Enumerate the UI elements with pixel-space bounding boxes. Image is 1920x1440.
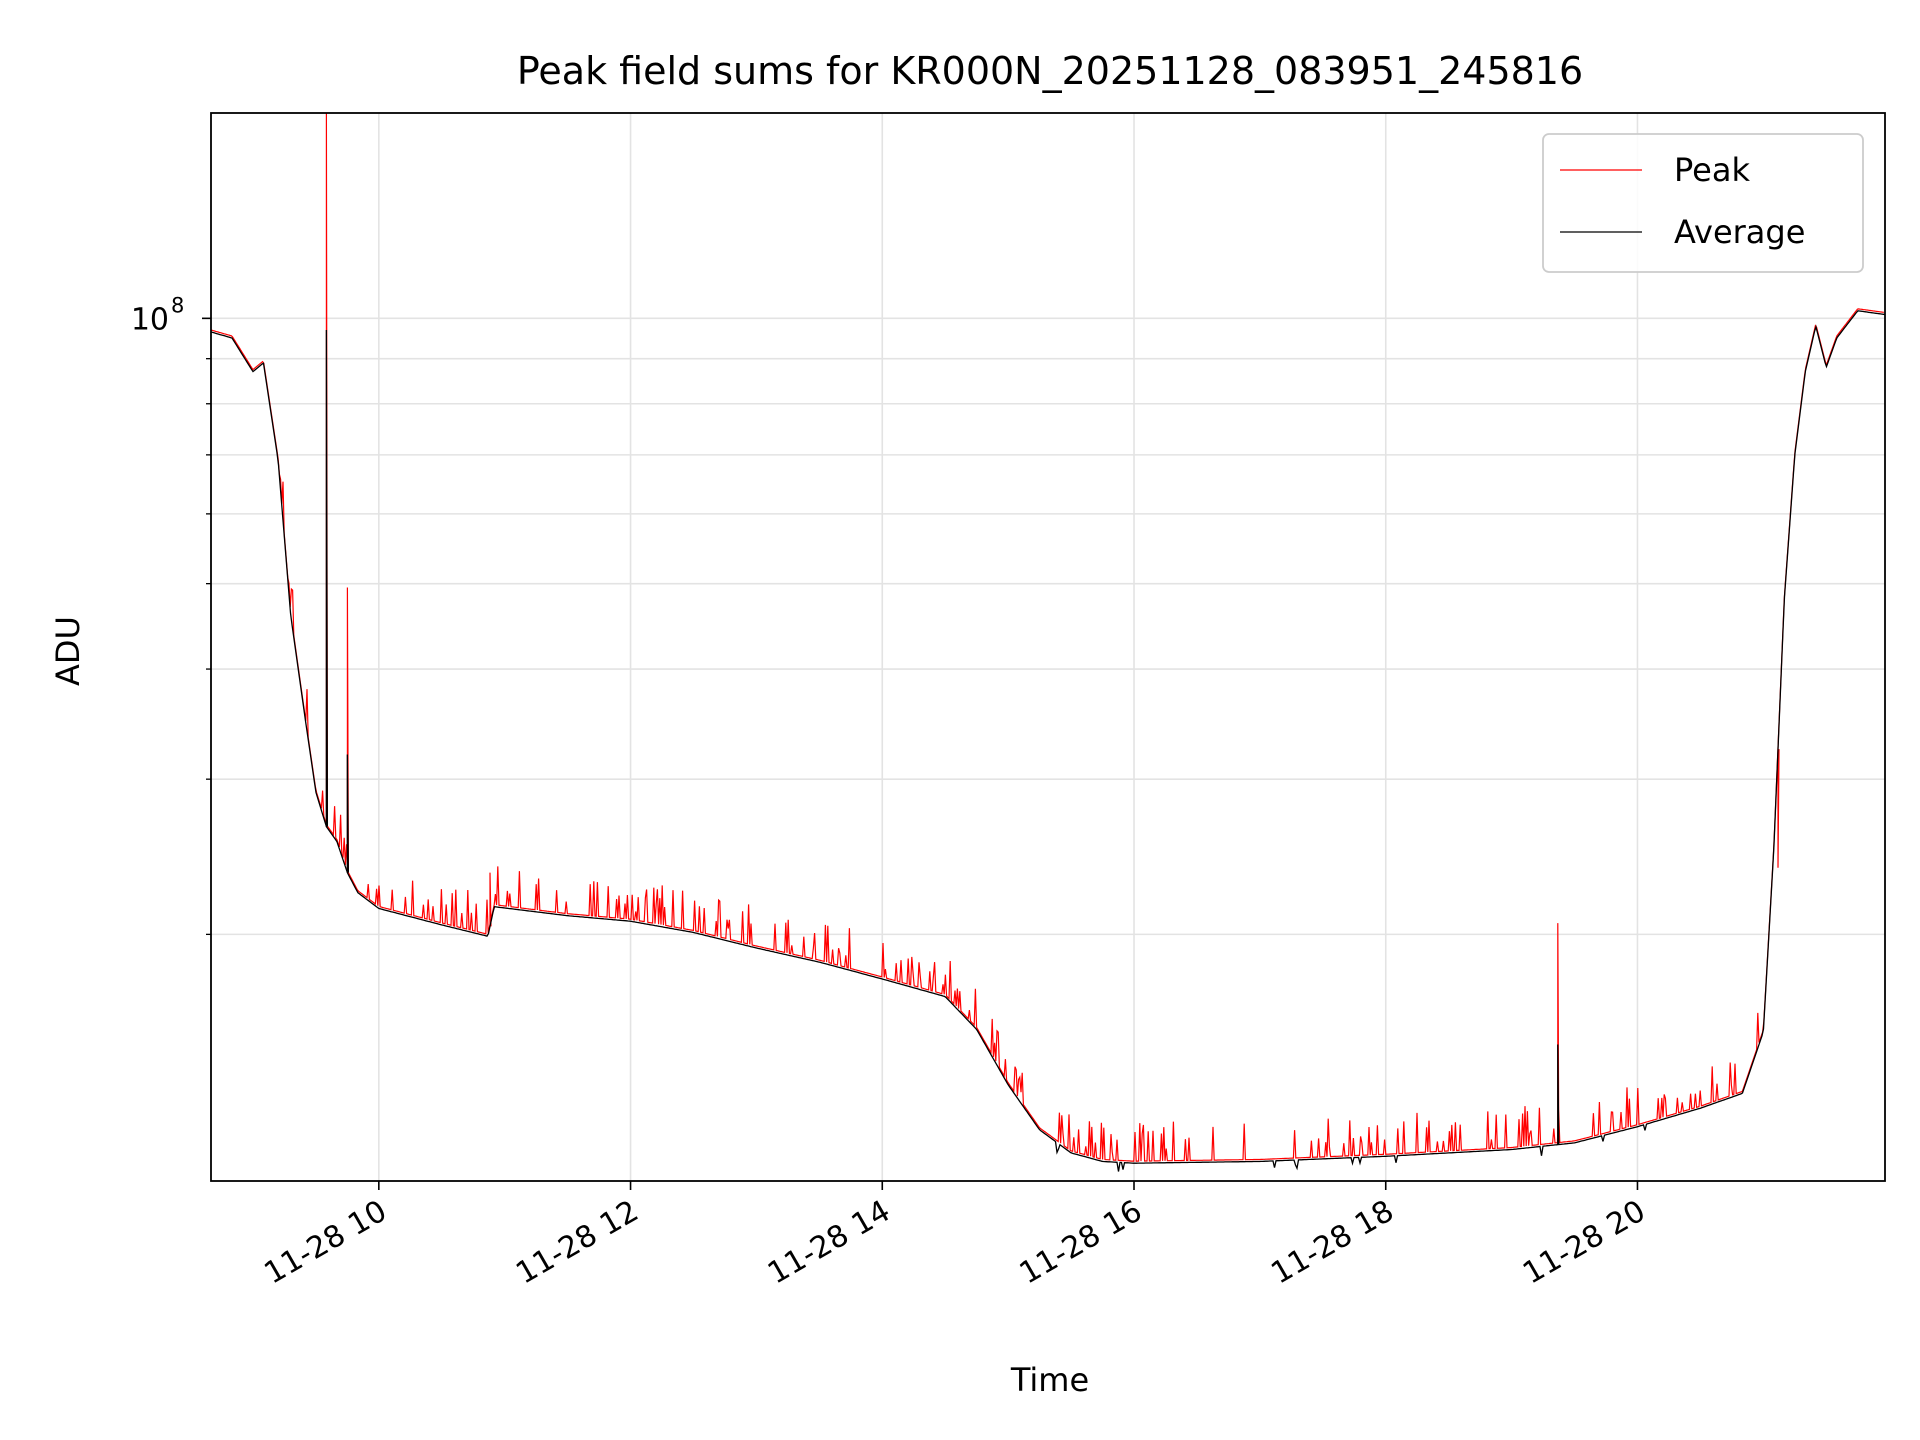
y-axis-ticks: 10 8: [131, 293, 211, 936]
average-spike: [346, 754, 350, 873]
grid-lines: [211, 113, 1885, 1181]
legend: Peak Average: [1542, 133, 1864, 273]
average-spike: [1557, 1044, 1560, 1145]
plot-frame: [210, 112, 1886, 1182]
legend-box: [1542, 133, 1864, 273]
y-tick-label: 10: [131, 302, 169, 337]
y-axis-label: ADU: [49, 616, 87, 686]
y-tick-label-exponent: 8: [171, 293, 184, 317]
legend-label-average: Average: [1674, 213, 1805, 251]
average-spike: [325, 330, 329, 827]
chart-title: Peak field sums for KR000N_20251128_0839…: [517, 49, 1583, 93]
legend-label-peak: Peak: [1674, 151, 1750, 189]
x-axis-label: Time: [1010, 1361, 1089, 1399]
series-average-line: [210, 310, 1886, 1172]
